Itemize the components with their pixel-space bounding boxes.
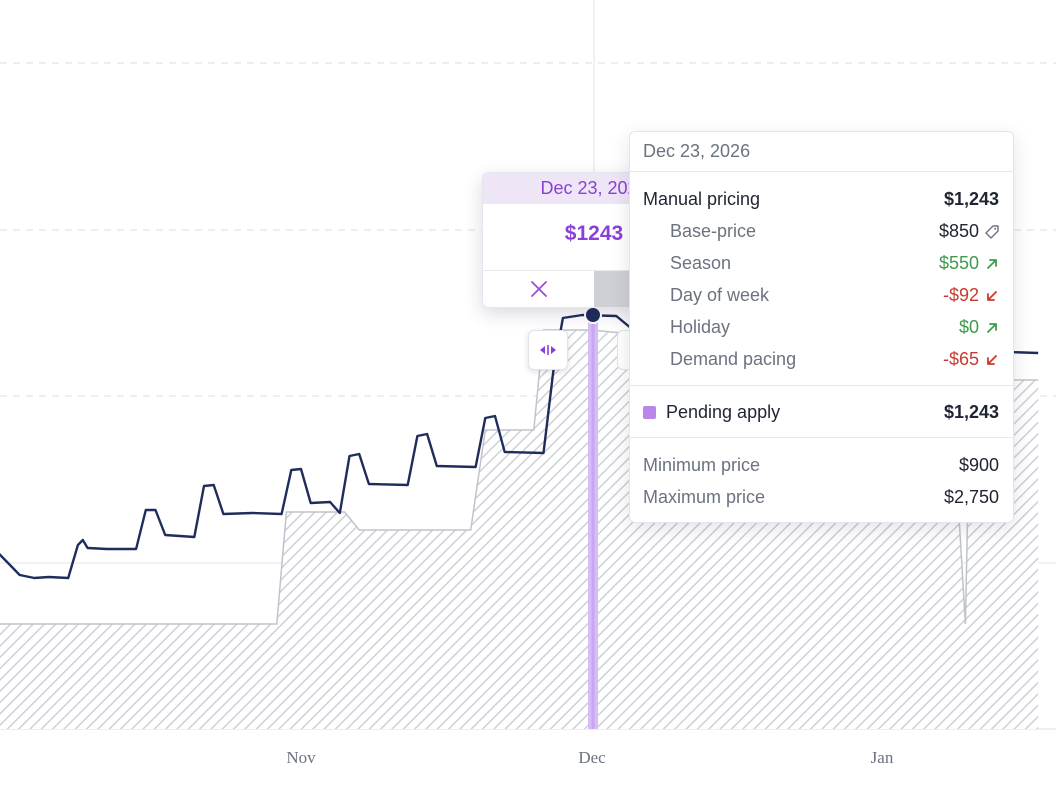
row-value: -$65 xyxy=(942,349,979,369)
row-label: Base-price xyxy=(670,221,757,241)
x-tick-label: Jan xyxy=(871,748,894,767)
row-label: Minimum price xyxy=(643,455,761,475)
row-value: $0 xyxy=(958,317,979,337)
x-axis: Nov Dec Jan xyxy=(286,748,893,767)
price-breakdown-tooltip: Dec 23, 2026 Manual pricing $1,243 Base-… xyxy=(629,131,1014,523)
holiday-row: Holiday $0 xyxy=(643,315,999,339)
close-icon xyxy=(530,281,547,297)
season-row: Season $550 xyxy=(643,251,999,275)
pending-swatch xyxy=(643,406,656,419)
arrow-up-right-icon xyxy=(987,322,997,333)
row-label: Demand pacing xyxy=(670,349,797,369)
row-value: $1,243 xyxy=(943,189,999,209)
drag-horizontal-icon xyxy=(540,345,556,355)
day-of-week-row: Day of week -$92 xyxy=(643,283,999,307)
row-value: $900 xyxy=(958,455,999,475)
x-tick-label: Nov xyxy=(286,748,316,767)
row-label: Season xyxy=(670,253,732,273)
drag-handle-secondary[interactable] xyxy=(617,330,632,370)
divider xyxy=(630,385,1013,386)
drag-handle[interactable] xyxy=(528,330,568,370)
x-tick-label: Dec xyxy=(578,748,606,767)
minimum-price-row: Minimum price $900 xyxy=(643,453,999,477)
pending-apply-row: Pending apply $1,243 xyxy=(643,400,999,424)
row-value: $850 xyxy=(938,221,979,241)
row-label: Holiday xyxy=(670,317,731,337)
base-price-row: Base-price $850 xyxy=(643,219,999,243)
divider xyxy=(630,437,1013,438)
row-value: $1,243 xyxy=(943,402,999,422)
cancel-button[interactable] xyxy=(483,271,594,307)
row-label: Pending apply xyxy=(666,402,781,422)
row-label: Manual pricing xyxy=(643,189,761,209)
arrow-up-right-icon xyxy=(987,258,997,269)
arrow-down-left-icon xyxy=(987,354,997,365)
manual-pricing-row: Manual pricing $1,243 xyxy=(643,187,999,211)
selected-price-point[interactable] xyxy=(584,306,602,324)
tag-icon xyxy=(985,224,999,239)
tooltip-date: Dec 23, 2026 xyxy=(630,132,1013,172)
row-label: Day of week xyxy=(670,285,770,305)
row-value: -$92 xyxy=(942,285,979,305)
maximum-price-row: Maximum price $2,750 xyxy=(643,485,999,509)
row-label: Maximum price xyxy=(643,487,766,507)
demand-pacing-row: Demand pacing -$65 xyxy=(643,347,999,371)
row-value: $2,750 xyxy=(943,487,999,507)
row-value: $550 xyxy=(938,253,979,273)
price-input[interactable]: $1243 xyxy=(564,222,624,245)
arrow-down-left-icon xyxy=(987,290,997,301)
